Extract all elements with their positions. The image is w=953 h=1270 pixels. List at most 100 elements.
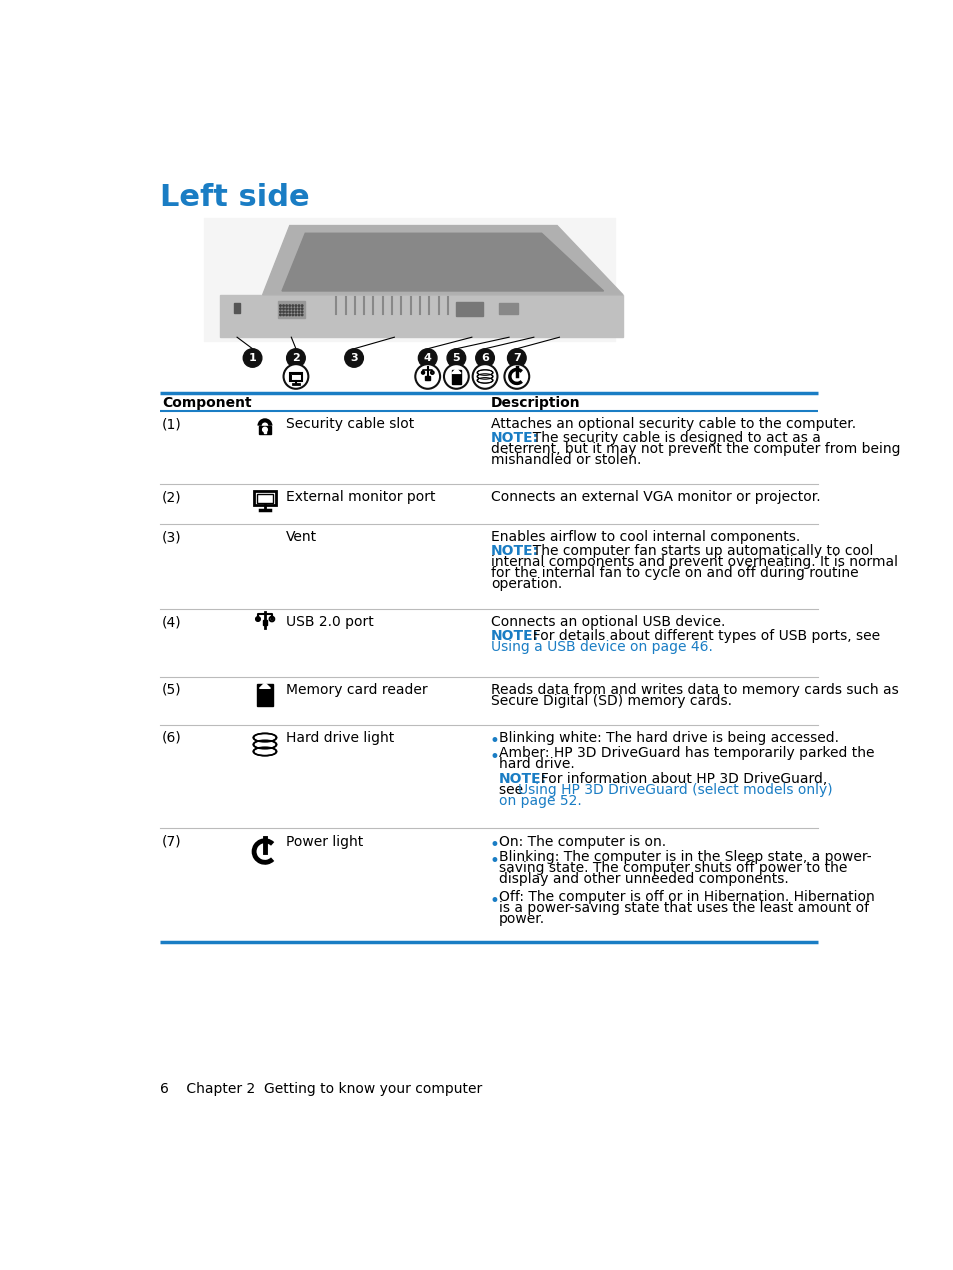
Text: The security cable is designed to act as a: The security cable is designed to act as… bbox=[523, 431, 820, 446]
Text: Blinking: The computer is in the Sleep state, a power-: Blinking: The computer is in the Sleep s… bbox=[498, 850, 871, 864]
Circle shape bbox=[286, 305, 287, 306]
Text: Amber: HP 3D DriveGuard has temporarily parked the: Amber: HP 3D DriveGuard has temporarily … bbox=[498, 745, 874, 759]
Text: Using HP 3D DriveGuard (select models only): Using HP 3D DriveGuard (select models on… bbox=[517, 784, 831, 798]
Text: Component: Component bbox=[162, 396, 252, 410]
Circle shape bbox=[418, 349, 436, 367]
Text: On: The computer is on.: On: The computer is on. bbox=[498, 834, 665, 848]
Text: deterrent, but it may not prevent the computer from being: deterrent, but it may not prevent the co… bbox=[491, 442, 900, 456]
Circle shape bbox=[301, 311, 303, 312]
Circle shape bbox=[294, 314, 296, 316]
Ellipse shape bbox=[253, 740, 276, 749]
Ellipse shape bbox=[255, 735, 274, 740]
Ellipse shape bbox=[253, 747, 276, 756]
Circle shape bbox=[301, 305, 303, 306]
Text: (6): (6) bbox=[162, 730, 181, 744]
Ellipse shape bbox=[476, 377, 493, 384]
Text: Power light: Power light bbox=[286, 834, 363, 848]
Circle shape bbox=[282, 305, 284, 306]
Circle shape bbox=[243, 349, 261, 367]
Circle shape bbox=[301, 314, 303, 316]
Circle shape bbox=[292, 314, 294, 316]
Circle shape bbox=[472, 364, 497, 389]
Polygon shape bbox=[282, 234, 603, 291]
Polygon shape bbox=[262, 226, 622, 295]
Ellipse shape bbox=[255, 742, 274, 747]
Text: on page 52.: on page 52. bbox=[498, 794, 581, 808]
Text: For information about HP 3D DriveGuard,: For information about HP 3D DriveGuard, bbox=[531, 772, 826, 786]
Text: for the internal fan to cycle on and off during routine: for the internal fan to cycle on and off… bbox=[491, 566, 858, 580]
Circle shape bbox=[282, 307, 284, 310]
Circle shape bbox=[298, 307, 299, 310]
Circle shape bbox=[279, 307, 281, 310]
Circle shape bbox=[294, 305, 296, 306]
Bar bbox=[498, 304, 517, 314]
Circle shape bbox=[292, 305, 294, 306]
Text: •: • bbox=[489, 836, 499, 855]
Text: Blinking white: The hard drive is being accessed.: Blinking white: The hard drive is being … bbox=[498, 730, 838, 744]
Text: External monitor port: External monitor port bbox=[286, 490, 435, 504]
Text: NOTE:: NOTE: bbox=[491, 545, 538, 559]
Circle shape bbox=[289, 311, 291, 312]
Circle shape bbox=[421, 371, 424, 375]
Text: NOTE:: NOTE: bbox=[498, 772, 547, 786]
Text: Hard drive light: Hard drive light bbox=[286, 730, 394, 744]
Text: (2): (2) bbox=[162, 490, 181, 504]
Bar bbox=[204, 218, 615, 342]
Bar bbox=[253, 491, 275, 505]
Text: (3): (3) bbox=[162, 531, 181, 545]
Circle shape bbox=[298, 311, 299, 312]
Circle shape bbox=[298, 305, 299, 306]
Text: hard drive.: hard drive. bbox=[498, 757, 574, 771]
Text: For details about different types of USB ports, see: For details about different types of USB… bbox=[523, 629, 879, 643]
Bar bbox=[278, 301, 305, 318]
Text: 1: 1 bbox=[249, 353, 256, 363]
Text: 6: 6 bbox=[480, 353, 489, 363]
Circle shape bbox=[476, 349, 494, 367]
Circle shape bbox=[344, 349, 363, 367]
Circle shape bbox=[286, 307, 287, 310]
Bar bbox=[291, 375, 300, 380]
Circle shape bbox=[286, 349, 305, 367]
Text: USB 2.0 port: USB 2.0 port bbox=[286, 615, 374, 629]
Ellipse shape bbox=[255, 749, 274, 754]
Bar bbox=[264, 429, 266, 433]
Circle shape bbox=[279, 311, 281, 312]
Text: 2: 2 bbox=[292, 353, 299, 363]
Polygon shape bbox=[220, 295, 622, 338]
Circle shape bbox=[279, 305, 281, 306]
Text: power.: power. bbox=[498, 912, 544, 926]
Text: (5): (5) bbox=[162, 683, 181, 697]
Circle shape bbox=[262, 427, 267, 432]
Text: Left side: Left side bbox=[159, 183, 309, 212]
Circle shape bbox=[292, 307, 294, 310]
Circle shape bbox=[289, 307, 291, 310]
Circle shape bbox=[507, 349, 525, 367]
Polygon shape bbox=[259, 683, 270, 688]
Text: 3: 3 bbox=[350, 353, 357, 363]
Circle shape bbox=[447, 349, 465, 367]
Circle shape bbox=[292, 311, 294, 312]
Text: internal components and prevent overheating. It is normal: internal components and prevent overheat… bbox=[491, 555, 898, 569]
Text: •: • bbox=[489, 852, 499, 870]
Text: operation.: operation. bbox=[491, 577, 562, 591]
Ellipse shape bbox=[476, 373, 493, 380]
Circle shape bbox=[255, 617, 260, 621]
Text: •: • bbox=[489, 733, 499, 751]
Text: 7: 7 bbox=[513, 353, 520, 363]
Bar bbox=[262, 620, 267, 625]
Text: The computer fan starts up automatically to cool: The computer fan starts up automatically… bbox=[523, 545, 872, 559]
Circle shape bbox=[294, 311, 296, 312]
Circle shape bbox=[283, 364, 308, 389]
Circle shape bbox=[443, 364, 468, 389]
Circle shape bbox=[279, 314, 281, 316]
Text: Security cable slot: Security cable slot bbox=[286, 418, 414, 432]
Text: Connects an optional USB device.: Connects an optional USB device. bbox=[491, 615, 725, 629]
Text: (4): (4) bbox=[162, 615, 181, 629]
Text: 5: 5 bbox=[452, 353, 459, 363]
Circle shape bbox=[504, 364, 529, 389]
Circle shape bbox=[282, 314, 284, 316]
Bar bbox=[258, 425, 271, 434]
Bar bbox=[452, 371, 460, 384]
Text: •: • bbox=[489, 748, 499, 766]
Circle shape bbox=[289, 305, 291, 306]
